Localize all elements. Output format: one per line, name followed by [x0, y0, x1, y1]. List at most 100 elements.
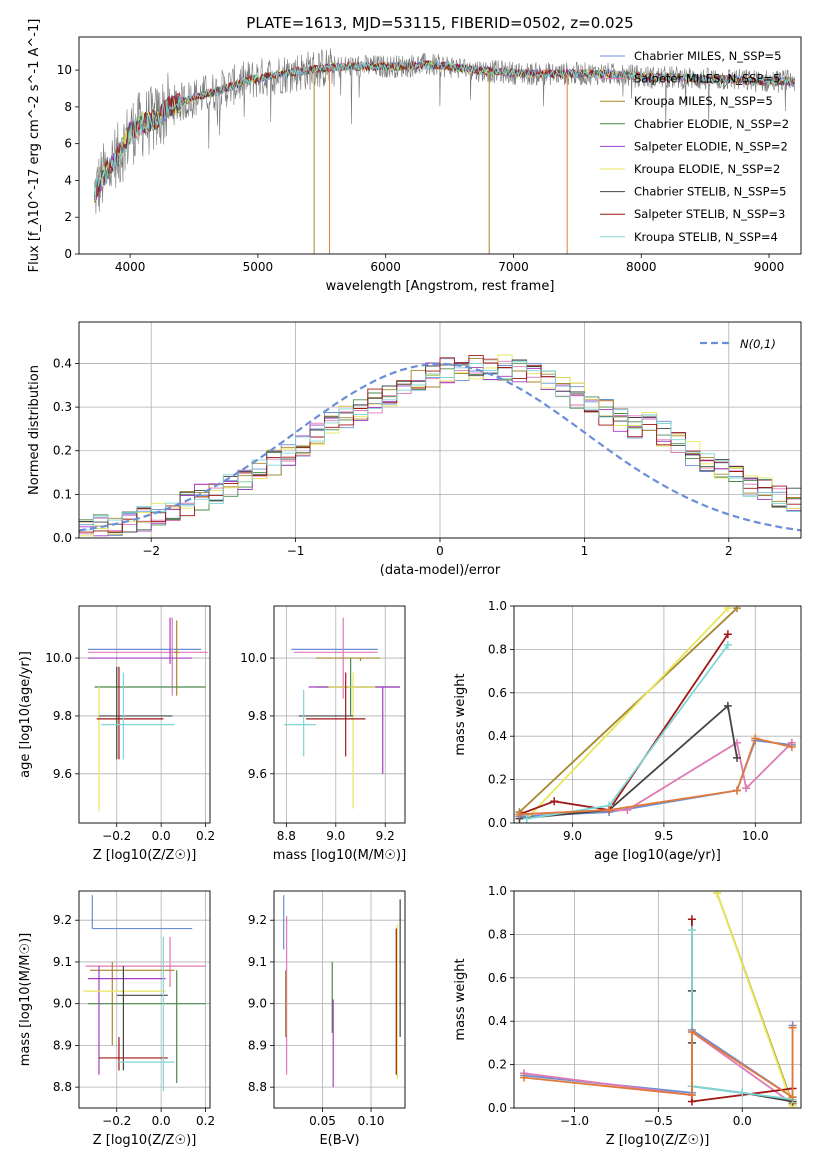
age-weight-xtick-label: 10.0 — [742, 829, 769, 843]
z-weight-ytick-label: 0.6 — [488, 971, 507, 985]
z-mass-x-label: Z [log10(Z/Z☉)] — [93, 1133, 197, 1148]
ebv-mass-ytick-label: 9.1 — [248, 955, 267, 969]
z-weight-frame — [513, 890, 802, 1109]
z-weight-point-marker — [788, 1093, 797, 1102]
age-weight-point-marker — [733, 606, 742, 613]
residuals-x-label: (data-model)/error — [380, 563, 501, 578]
legend-entry: Kroupa STELIB, N_SSP=4 — [634, 230, 778, 244]
residuals-ytick-label: 0.0 — [53, 531, 72, 545]
age-weight-point-marker — [605, 805, 614, 814]
z-mass-ytick-label: 9.0 — [53, 997, 72, 1011]
z-age-ytick-label: 9.6 — [53, 767, 72, 781]
ebv-mass-axes: 0.05 0.10 8.8 8.9 9.0 9.1 9.2 E(B-V) — [248, 890, 406, 1148]
age-weight-point-marker — [787, 743, 796, 752]
normal-legend-label: N(0,1) — [740, 337, 776, 351]
legend-entry: Chabrier STELIB, N_SSP=5 — [634, 185, 786, 199]
legend-entry: Chabrier ELODIE, N_SSP=2 — [634, 117, 789, 131]
mass-age-xtick-label: 9.0 — [326, 829, 345, 843]
spectrum-axes: 4000 5000 6000 7000 8000 9000 0 2 4 6 8 10 wavelengt… — [27, 19, 802, 294]
age-weight-point-marker — [742, 784, 751, 793]
z-weight-series-line — [716, 892, 794, 1107]
mass-age-frame — [273, 605, 406, 824]
z-age-x-label: Z [log10(Z/Z☉)] — [93, 848, 197, 863]
mass-age-plot-area — [283, 617, 401, 809]
z-age-xtick-label: −0.2 — [102, 829, 131, 843]
spectrum-ytick-label: 10 — [57, 63, 72, 77]
z-age-ytick-label: 10.0 — [45, 651, 72, 665]
ebv-mass-ytick-label: 8.9 — [248, 1038, 267, 1052]
age-weight-y-label: mass weight — [453, 673, 468, 755]
residuals-ytick-label: 0.4 — [53, 356, 72, 370]
spectrum-frame — [78, 36, 802, 255]
spectrum-ytick-label: 8 — [64, 100, 72, 114]
z-mass-frame — [78, 890, 211, 1109]
age-weight-point-marker — [723, 641, 732, 650]
ebv-mass-xtick-label: 0.05 — [309, 1114, 336, 1128]
z-weight-y-label: mass weight — [453, 958, 468, 1040]
age-weight-xtick-label: 9.0 — [563, 829, 582, 843]
age-weight-ytick-label: 1.0 — [488, 599, 507, 613]
mass-age-ytick-label: 9.6 — [248, 767, 267, 781]
residuals-xtick-label: −1 — [287, 544, 305, 558]
age-weight-point-marker — [515, 810, 524, 819]
z-weight-point-marker — [738, 1088, 747, 1097]
z-weight-point-marker — [520, 1073, 529, 1082]
age-weight-series-line — [519, 704, 738, 820]
residuals-axes: −2 −1 0 1 2 0.0 0.1 0.2 0.3 0.4 (data-model)/error… — [27, 321, 802, 578]
age-weight-series-line — [519, 633, 729, 816]
age-weight-series-line — [518, 607, 738, 813]
age-weight-ytick-label: 0.4 — [488, 729, 507, 743]
mass-age-ytick-label: 10.0 — [240, 651, 267, 665]
z-mass-ytick-label: 9.1 — [53, 955, 72, 969]
residuals-xtick-label: 0 — [436, 544, 444, 558]
residuals-y-label: Normed distribution — [27, 365, 42, 495]
spectrum-xtick-label: 5000 — [243, 260, 274, 274]
z-age-y-label: age [log10(age/yr)] — [18, 651, 33, 778]
z-weight-xtick-label: −1.0 — [560, 1114, 589, 1128]
z-mass-plot-area — [83, 895, 206, 1092]
z-age-axes: −0.2 0.0 0.2 9.6 9.8 10.0 Z [log10(Z/Z☉)] age [… — [18, 605, 215, 863]
z-weight-ytick-label: 0.8 — [488, 927, 507, 941]
spectrum-xtick-label: 9000 — [754, 260, 785, 274]
figure-title: PLATE=1613, MJD=53115, FIBERID=0502, z=0… — [246, 14, 633, 32]
age-weight-series-line — [526, 607, 729, 820]
z-weight-ytick-label: 0.4 — [488, 1014, 507, 1028]
ebv-mass-ytick-label: 8.8 — [248, 1080, 267, 1094]
z-mass-ytick-label: 9.2 — [53, 913, 72, 927]
age-weight-x-label: age [log10(age/yr)] — [594, 848, 721, 863]
spectrum-ytick-label: 6 — [64, 137, 72, 151]
spectrum-xtick-label: 4000 — [115, 260, 146, 274]
z-weight-xtick-label: −0.5 — [644, 1114, 673, 1128]
age-weight-point-marker — [723, 606, 732, 613]
z-mass-y-label: mass [log10(M/M☉)] — [18, 933, 33, 1066]
legend-entry: Kroupa ELODIE, N_SSP=2 — [634, 162, 780, 176]
z-weight-plot-area — [520, 891, 797, 1108]
residuals-xtick-label: −2 — [142, 544, 160, 558]
normal-curve — [79, 362, 801, 532]
z-age-ytick-label: 9.8 — [53, 709, 72, 723]
z-weight-xtick-label: 0.0 — [733, 1114, 752, 1128]
z-weight-ytick-label: 1.0 — [488, 884, 507, 898]
spectrum-ytick-label: 2 — [64, 210, 72, 224]
legend-entry: Salpeter MILES, N_SSP=5 — [634, 72, 780, 86]
legend-entry: Kroupa MILES, N_SSP=5 — [634, 94, 773, 108]
age-weight-ytick-label: 0.0 — [488, 816, 507, 830]
residuals-ytick-label: 0.1 — [53, 487, 72, 501]
residual-histogram-8 — [79, 360, 801, 531]
ebv-mass-xtick-label: 0.10 — [358, 1114, 385, 1128]
residuals-xtick-label: 1 — [581, 544, 589, 558]
age-weight-point-marker — [751, 734, 760, 743]
spectrum-ytick-label: 0 — [64, 247, 72, 261]
spectrum-model-line-7 — [93, 60, 795, 203]
ebv-mass-x-label: E(B-V) — [319, 1133, 359, 1148]
residuals-ytick-label: 0.2 — [53, 444, 72, 458]
spectrum-xtick-label: 7000 — [498, 260, 529, 274]
spectrum-xtick-label: 8000 — [626, 260, 657, 274]
age-weight-plot-area — [515, 606, 796, 823]
mass-age-axes: 8.8 9.0 9.2 9.6 9.8 10.0 mass [log10(M/M☉)] — [240, 605, 406, 863]
z-weight-point-marker — [687, 1090, 696, 1099]
z-weight-point-marker — [687, 1028, 696, 1037]
mass-age-xtick-label: 8.8 — [277, 829, 296, 843]
ebv-mass-frame — [273, 890, 406, 1109]
residuals-xtick-label: 2 — [725, 544, 733, 558]
